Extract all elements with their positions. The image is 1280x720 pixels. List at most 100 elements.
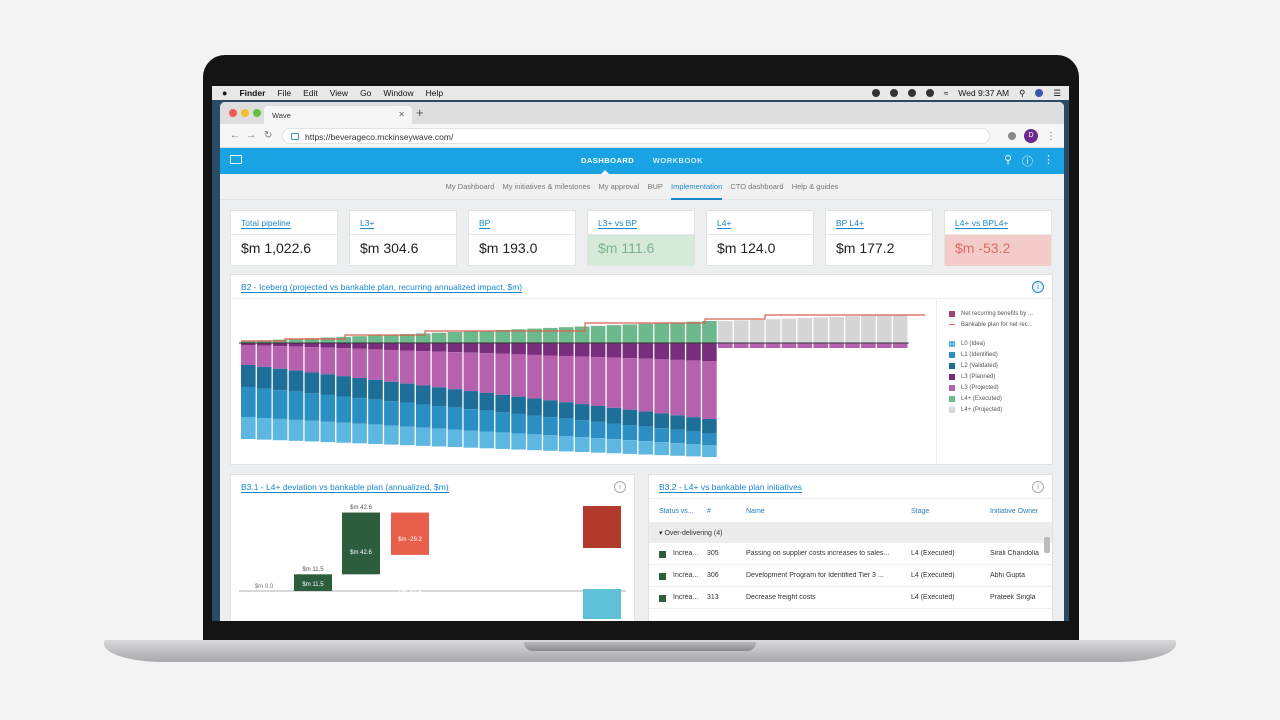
- menu-window[interactable]: Window: [383, 88, 414, 98]
- url-input[interactable]: https://beverageco.mckinseywave.com/: [282, 128, 990, 144]
- minimize-window-icon[interactable]: [241, 109, 249, 117]
- apple-menu-icon[interactable]: ●: [222, 88, 228, 98]
- waterfall-bar: [342, 512, 380, 575]
- kpi-label[interactable]: Total pipeline: [241, 218, 291, 229]
- profile-avatar[interactable]: D: [1024, 129, 1038, 143]
- subnav-help-guides[interactable]: Help & guides: [791, 182, 839, 191]
- legend-item[interactable]: Net recurring benefits by ...: [949, 308, 1052, 319]
- legend-item[interactable]: L3 (Projected): [949, 382, 1052, 393]
- col-status[interactable]: Status vs...: [659, 508, 694, 515]
- iceberg-bar-segment: [590, 405, 606, 422]
- kpi-label[interactable]: BP L4+: [836, 218, 864, 229]
- new-tab-icon[interactable]: +: [416, 105, 424, 120]
- deviation-title[interactable]: B3.1 - L4+ deviation vs bankable plan (a…: [241, 482, 449, 493]
- legend-item[interactable]: L2 (Validated): [949, 360, 1052, 371]
- legend-item[interactable]: L3 (Planned): [949, 371, 1052, 382]
- menu-view[interactable]: View: [329, 88, 349, 98]
- subnav-cto-dashboard[interactable]: CTO dashboard: [730, 182, 784, 191]
- more-menu-icon[interactable]: ⋮: [1043, 154, 1054, 166]
- status-icon-4[interactable]: [925, 89, 934, 97]
- kpi-total-pipeline[interactable]: Total pipeline $m 1,022.6: [230, 210, 338, 266]
- subnav-my-initiatives[interactable]: My initiatives & milestones: [502, 182, 591, 191]
- col-number[interactable]: #: [707, 508, 711, 515]
- status-icon-3[interactable]: [907, 89, 916, 97]
- search-icon[interactable]: ⚲: [1003, 154, 1012, 166]
- siri-icon[interactable]: [1035, 89, 1044, 97]
- subnav-implementation[interactable]: Implementation: [670, 182, 723, 200]
- menu-edit[interactable]: Edit: [303, 88, 318, 98]
- kpi-label[interactable]: L4+ vs BPL4+: [955, 218, 1009, 229]
- legend-item[interactable]: L0 (Idea): [949, 338, 1052, 349]
- iceberg-bar-segment: [861, 343, 876, 348]
- folder-icon[interactable]: [230, 155, 242, 164]
- spotlight-icon[interactable]: ⚲: [1019, 87, 1026, 98]
- iceberg-bar-segment: [638, 441, 654, 455]
- notification-center-icon[interactable]: ☰: [1053, 87, 1061, 98]
- kpi-l4-vs-bpl4[interactable]: L4+ vs BPL4+ $m -53.2: [944, 210, 1052, 266]
- menu-go[interactable]: Go: [360, 88, 372, 98]
- maximize-window-icon[interactable]: [253, 109, 261, 117]
- iceberg-bar-segment: [670, 415, 685, 430]
- legend-item[interactable]: L4+ (Projected): [949, 404, 1052, 415]
- kpi-label[interactable]: L4+: [717, 218, 732, 229]
- iceberg-bar-segment: [447, 407, 463, 430]
- iceberg-bar-segment: [320, 394, 336, 422]
- legend-item[interactable]: L1 (Identified): [949, 349, 1052, 360]
- info-icon[interactable]: i: [1032, 281, 1044, 293]
- kpi-label[interactable]: BP: [479, 218, 491, 229]
- legend-item[interactable]: L4+ (Executed): [949, 393, 1052, 404]
- wifi-icon[interactable]: ≈: [943, 88, 949, 98]
- col-stage[interactable]: Stage: [911, 508, 930, 515]
- help-icon[interactable]: ⓘ: [1022, 156, 1033, 168]
- table-scrollbar[interactable]: [1044, 537, 1050, 553]
- iceberg-bar-segment: [431, 332, 447, 343]
- col-name[interactable]: Name: [746, 508, 765, 515]
- browser-window: Wave ✕ + ← → ↻ https://beverageco.mckins…: [220, 102, 1064, 621]
- browser-menu-icon[interactable]: ⋮: [1046, 130, 1056, 142]
- tab-workbook[interactable]: WORKBOOK: [652, 156, 704, 165]
- table-row[interactable]: Increa... 305 Passing on supplier costs …: [649, 543, 1052, 565]
- iceberg-bar-segment: [431, 406, 447, 429]
- table-row[interactable]: Increa... 306 Development Program for Id…: [649, 565, 1052, 587]
- iceberg-bar-segment: [797, 318, 813, 343]
- iceberg-bar-segment: [527, 398, 542, 416]
- browser-tab[interactable]: Wave ✕: [264, 106, 412, 124]
- iceberg-bar-segment: [527, 434, 542, 451]
- menu-help[interactable]: Help: [425, 88, 444, 98]
- kpi-bp[interactable]: BP $m 193.0: [468, 210, 576, 266]
- iceberg-bar-segment: [813, 343, 828, 348]
- table-row[interactable]: Increa... 313 Decrease freight costs L4 …: [649, 587, 1052, 609]
- tab-close-icon[interactable]: ✕: [398, 110, 405, 119]
- iceberg-title[interactable]: B2 - Iceberg (projected vs bankable plan…: [241, 282, 523, 293]
- status-icon-1[interactable]: [871, 89, 880, 97]
- reload-icon[interactable]: ↻: [264, 130, 273, 141]
- kpi-label[interactable]: L3+: [360, 218, 375, 229]
- subnav-bup[interactable]: BUP: [647, 182, 663, 191]
- kpi-l3-plus[interactable]: L3+ $m 304.6: [349, 210, 457, 266]
- menubar-clock[interactable]: Wed 9:37 AM: [958, 88, 1010, 98]
- kpi-l4-plus[interactable]: L4+ $m 124.0: [706, 210, 814, 266]
- iceberg-bar-segment: [400, 343, 415, 351]
- active-tab-caret: [601, 170, 609, 174]
- legend-swatch: [949, 351, 955, 358]
- forward-icon[interactable]: →: [246, 130, 256, 141]
- menu-file[interactable]: File: [277, 88, 292, 98]
- initiatives-title[interactable]: B3.2 - L4+ vs bankable plan initiatives: [659, 482, 802, 493]
- kpi-l3-vs-bp[interactable]: L3+ vs BP $m 111.6: [587, 210, 695, 266]
- kpi-label[interactable]: L3+ vs BP: [598, 218, 637, 229]
- subnav-my-dashboard[interactable]: My Dashboard: [445, 182, 495, 191]
- menu-finder[interactable]: Finder: [239, 88, 266, 98]
- iceberg-bar-segment: [336, 348, 351, 377]
- info-icon[interactable]: i: [1032, 481, 1044, 493]
- tab-dashboard[interactable]: DASHBOARD: [580, 156, 635, 165]
- table-group-row[interactable]: ▾ Over-delivering (4): [649, 523, 1052, 543]
- col-owner[interactable]: Initiative Owner: [990, 508, 1039, 515]
- status-icon-2[interactable]: [889, 89, 898, 97]
- extension-icon[interactable]: [1008, 132, 1016, 140]
- close-window-icon[interactable]: [229, 109, 237, 117]
- kpi-bp-l4-plus[interactable]: BP L4+ $m 177.2: [825, 210, 933, 266]
- subnav-my-approval[interactable]: My approval: [598, 182, 640, 191]
- info-icon[interactable]: i: [614, 481, 626, 493]
- back-icon[interactable]: ←: [230, 130, 240, 141]
- legend-item[interactable]: Bankable plan for net rec...: [949, 319, 1052, 330]
